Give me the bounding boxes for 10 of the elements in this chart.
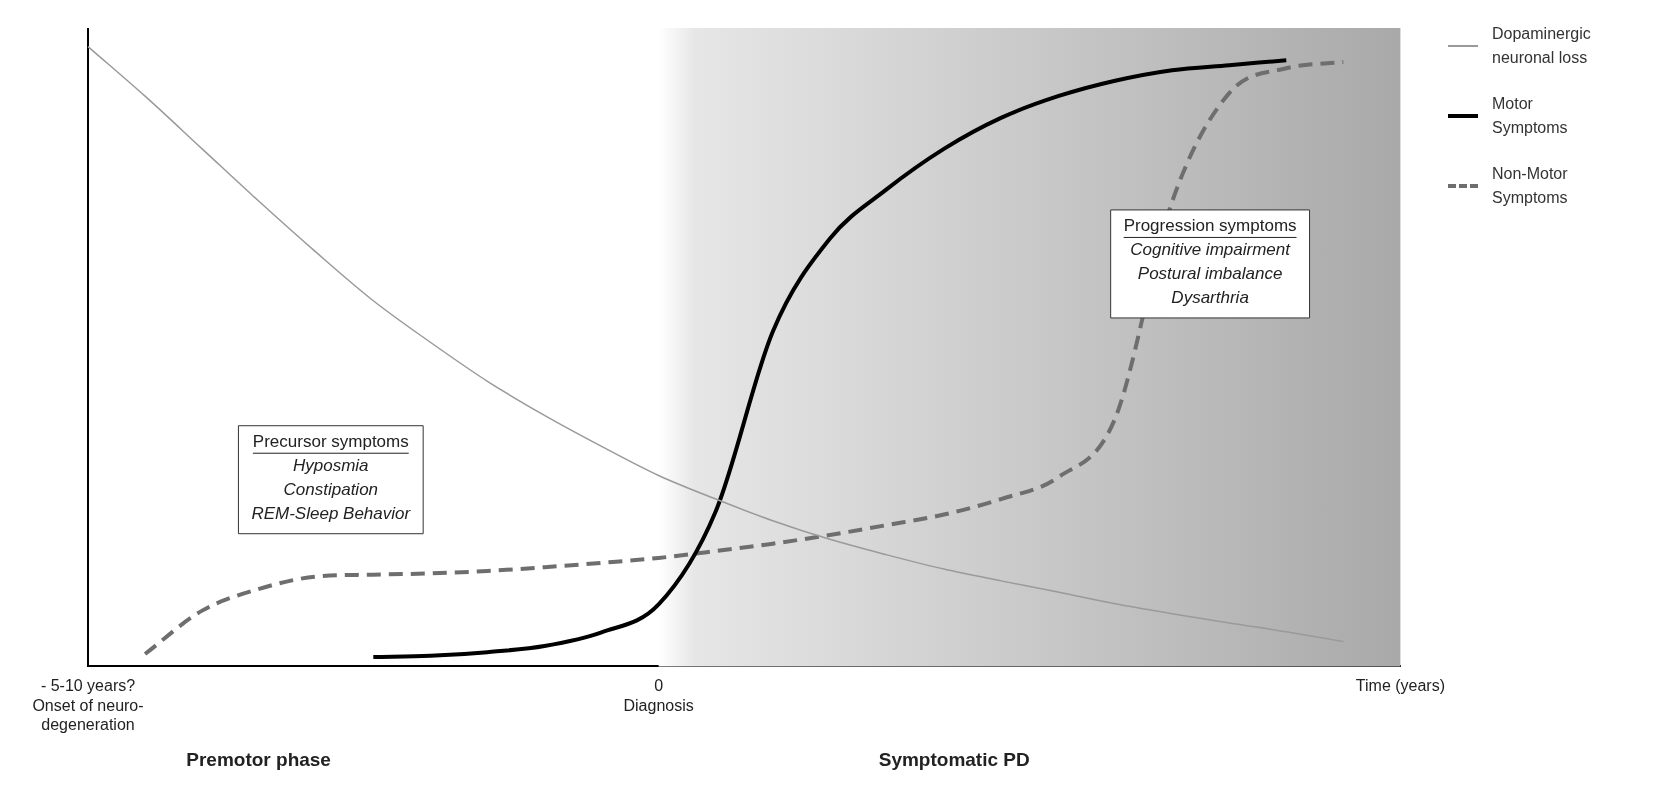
legend-label: Non-Motor Symptoms (1492, 164, 1569, 208)
x-tick-label: 0 Diagnosis (623, 677, 694, 714)
x-tick-label: - 5-10 years? Onset of neuro- degeneration (32, 677, 144, 733)
legend-label: Motor Symptoms (1492, 94, 1569, 138)
annotation: Precursor symptoms Hyposmia Constipation REM-Sleep Behavior (251, 431, 412, 523)
text: Premotor phase (186, 749, 331, 771)
legend-label: Dopaminergic neuronal loss (1492, 24, 1592, 68)
annotation: Progression symptoms Cognitive impairment Postural imbalance Dysarthria (1123, 216, 1297, 308)
x-tick-label: Time (years) (1355, 677, 1445, 695)
text: Symptomatic PD (878, 749, 1030, 771)
